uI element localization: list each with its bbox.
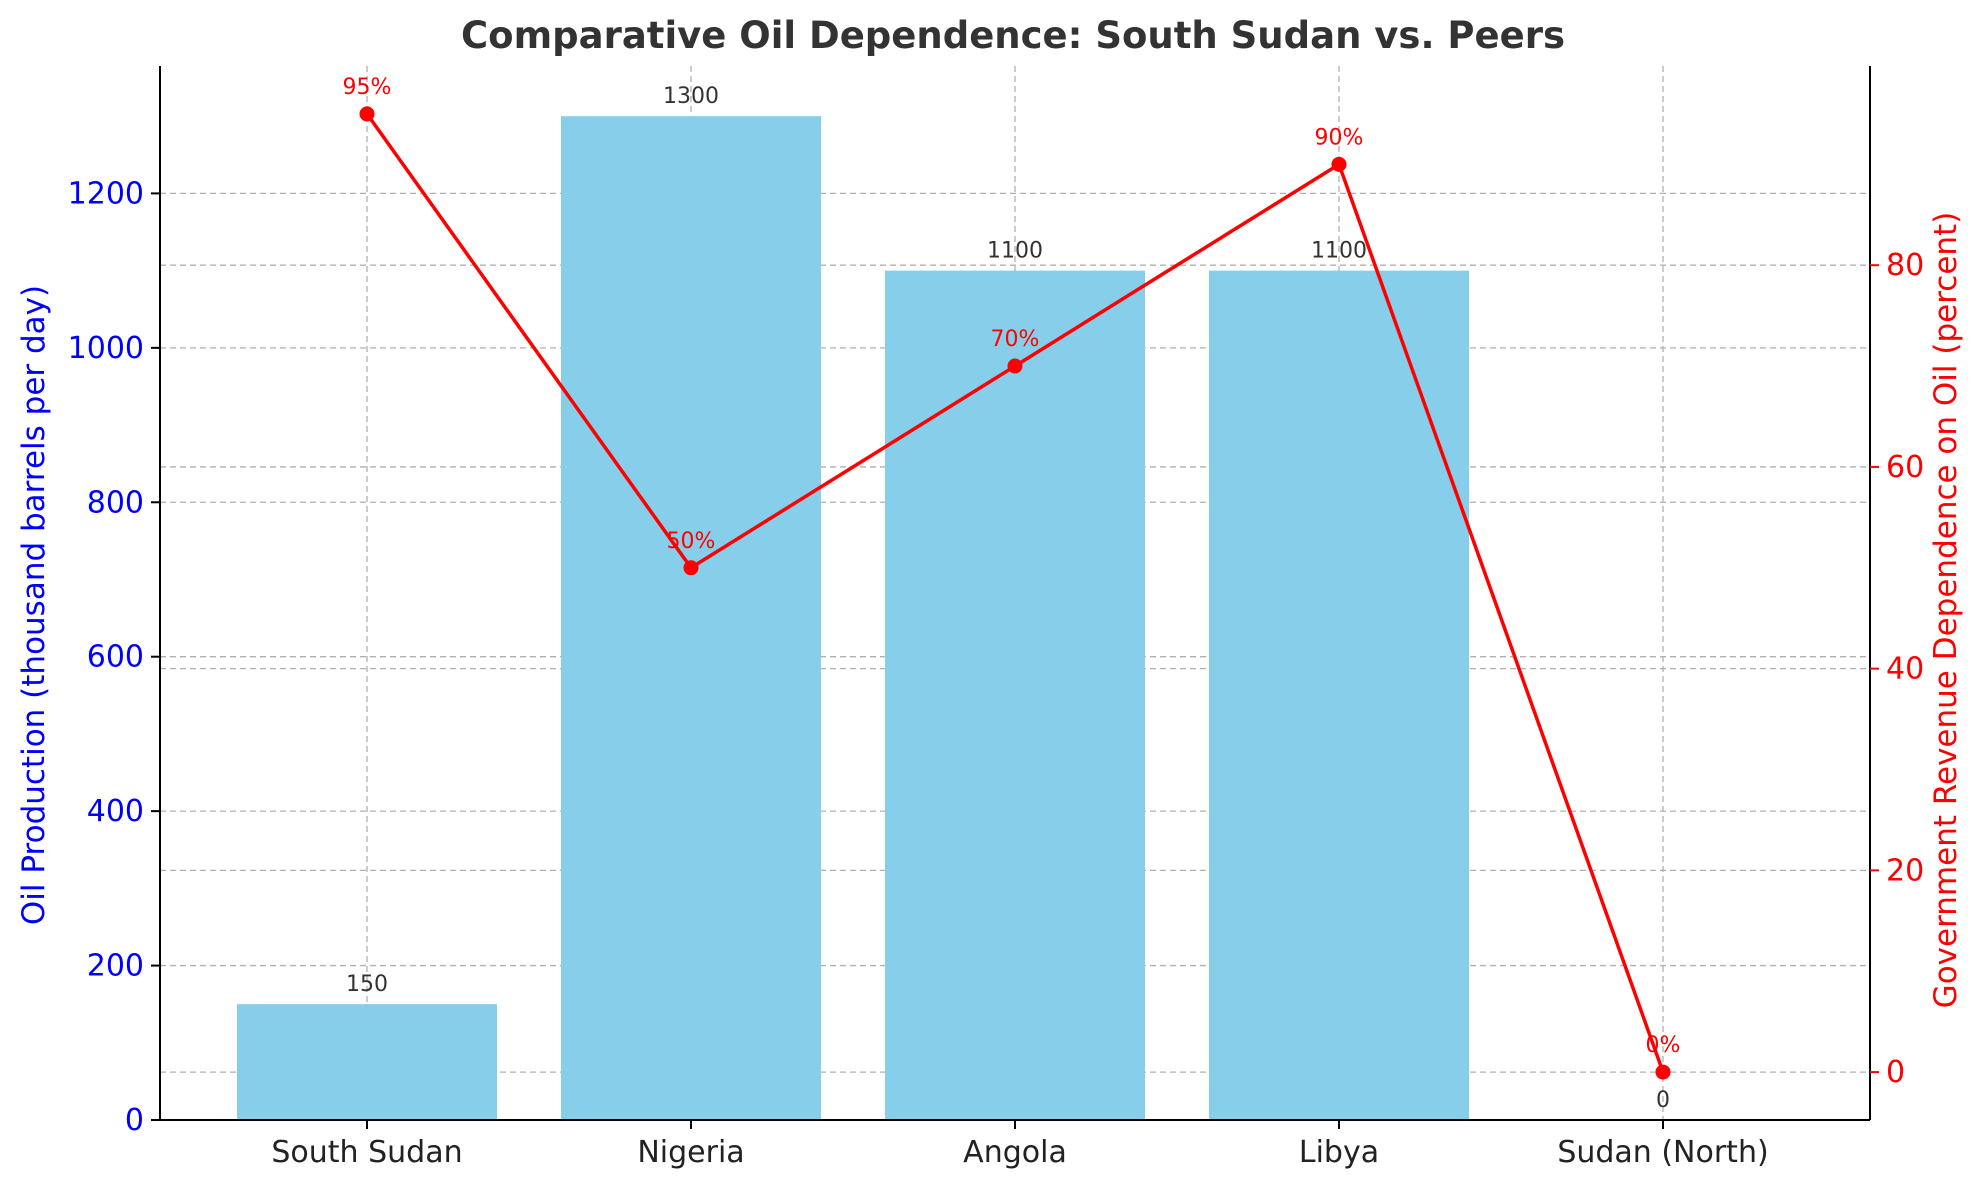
left-tick-label: 800 [87,485,144,520]
left-tick-label: 600 [87,640,144,675]
bar-value-label: 0 [1656,1088,1670,1113]
data-point [683,560,699,576]
left-axis-ticks: 0 200 400 600 800 1000 1200 [68,176,160,1138]
dependence-line [359,106,1671,1080]
line-value-labels: 95% 50% 70% 90% 0% [343,75,1681,1058]
x-tick-label: Nigeria [637,1135,744,1170]
line-value-label: 0% [1646,1033,1681,1058]
right-tick-label: 60 [1886,450,1924,485]
right-tick-label: 80 [1886,248,1924,283]
data-point [1331,156,1347,172]
bar-value-label: 150 [346,972,388,997]
bar-value-label: 1100 [1311,239,1367,264]
right-tick-label: 20 [1886,853,1924,888]
line-value-label: 90% [1315,125,1364,150]
bar [561,116,821,1120]
left-tick-label: 400 [87,794,144,829]
data-point [1007,358,1023,374]
bar-value-labels: 150 1300 1100 1100 0 [346,84,1670,1113]
left-tick-label: 1200 [68,176,144,211]
left-tick-label: 0 [125,1103,144,1138]
chart-title: Comparative Oil Dependence: South Sudan … [461,14,1565,57]
left-tick-label: 1000 [68,331,144,366]
x-tick-label: Angola [963,1135,1067,1170]
x-tick-label: Libya [1299,1135,1379,1170]
left-axis-label: Oil Production (thousand barrels per day… [16,285,52,925]
bar-value-label: 1100 [987,239,1043,264]
right-tick-label: 40 [1886,652,1924,687]
bar-value-label: 1300 [663,84,719,109]
right-axis-ticks: 0 20 40 60 80 [1870,248,1924,1090]
x-tick-label: Sudan (North) [1557,1135,1768,1170]
bars [237,116,1469,1121]
x-axis-ticks: South Sudan Nigeria Angola Libya Sudan (Nort… [271,1120,1769,1170]
line-value-label: 95% [343,75,392,100]
right-axis-label: Government Revenue Dependence on Oil (pe… [1928,212,1964,1009]
data-point [1655,1064,1671,1080]
left-tick-label: 200 [87,949,144,984]
right-tick-label: 0 [1886,1055,1905,1090]
line-value-label: 70% [991,327,1040,352]
bar [237,1004,497,1120]
line-value-label: 50% [667,529,716,554]
bar [1209,270,1469,1121]
x-tick-label: South Sudan [271,1135,462,1170]
bar [885,270,1145,1121]
data-point [359,106,375,122]
